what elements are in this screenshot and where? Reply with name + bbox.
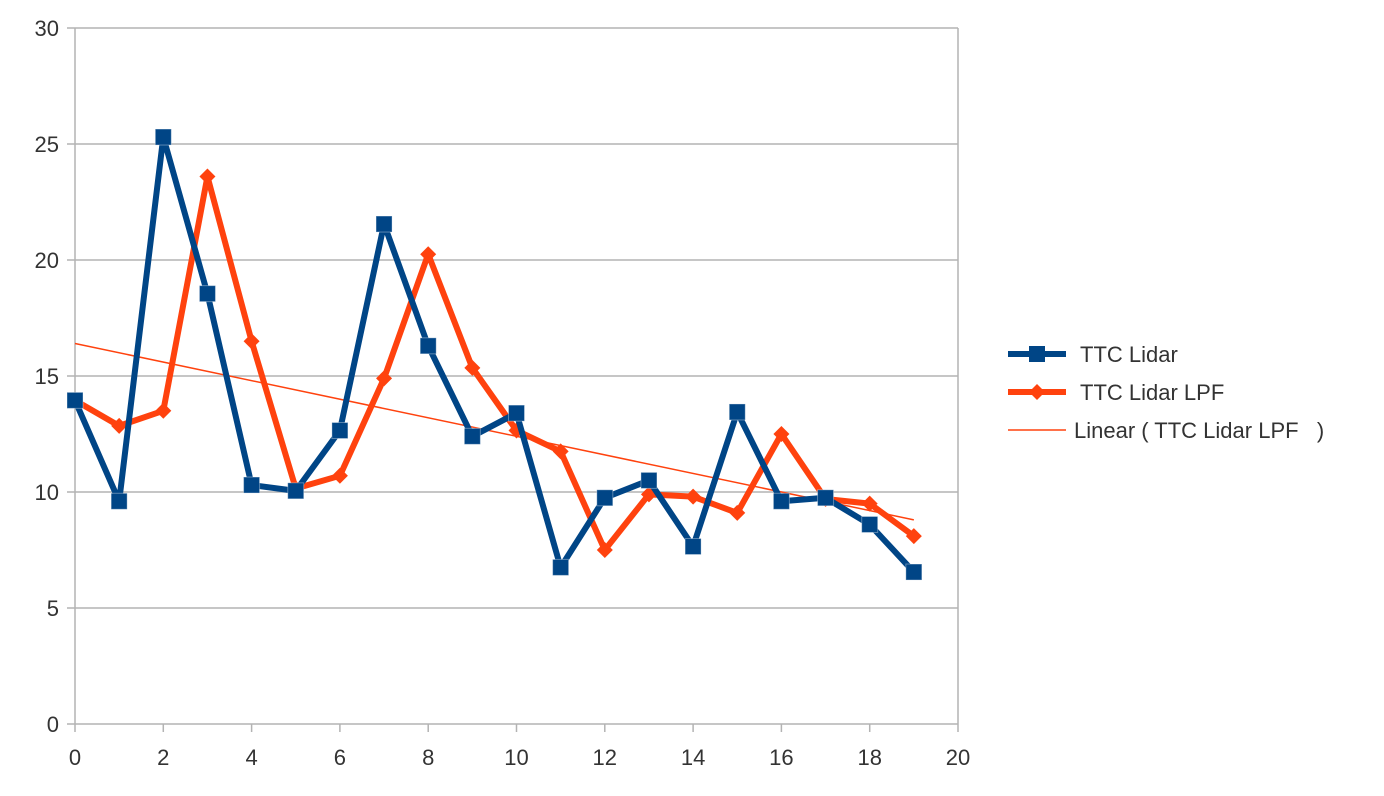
x-tick-label: 16 xyxy=(769,745,793,770)
data-point xyxy=(905,528,922,545)
gridlines xyxy=(75,27,959,724)
data-point xyxy=(508,404,525,422)
data-point xyxy=(419,337,437,355)
x-tick-label: 18 xyxy=(857,745,881,770)
data-point xyxy=(110,492,128,510)
tick-labels: 0 5 10 15 20 25 30 0 2 4 6 8 10 12 14 16 18 20 xyxy=(35,16,971,770)
y-tick-label: 25 xyxy=(35,132,59,157)
axes xyxy=(67,27,959,732)
y-tick-label: 15 xyxy=(35,364,59,389)
data-point xyxy=(728,403,746,421)
data-point xyxy=(243,476,261,494)
data-point xyxy=(331,422,349,440)
data-point xyxy=(773,426,790,442)
y-tick-label: 5 xyxy=(47,596,59,621)
data-point xyxy=(155,402,172,419)
data-point xyxy=(154,128,172,146)
x-tick-label: 12 xyxy=(593,745,617,770)
legend-label-ttc-lidar-lpf: TTC Lidar LPF xyxy=(1080,380,1224,405)
data-point xyxy=(684,538,702,556)
data-point xyxy=(640,471,658,489)
series-line-ttc-lidar xyxy=(72,134,917,575)
data-point xyxy=(463,427,481,445)
legend-marker-ttc-lidar-lpf xyxy=(1029,384,1045,400)
data-point xyxy=(596,489,614,507)
data-point xyxy=(420,246,437,263)
data-point xyxy=(552,443,569,460)
data-point xyxy=(772,492,790,510)
legend-marker-ttc-lidar xyxy=(1029,346,1045,362)
data-point xyxy=(464,359,481,376)
x-tick-label: 20 xyxy=(946,745,970,770)
data-point xyxy=(861,495,878,512)
y-tick-label: 10 xyxy=(35,480,59,505)
x-tick-label: 6 xyxy=(334,745,346,770)
x-tick-label: 4 xyxy=(245,745,257,770)
legend: TTC Lidar TTC Lidar LPF Linear ( TTC Lid… xyxy=(1008,342,1324,443)
data-point xyxy=(199,168,216,185)
series-line-ttc-lidar-lpf xyxy=(73,173,916,553)
x-tick-label: 14 xyxy=(681,745,705,770)
y-tick-label: 20 xyxy=(35,248,59,273)
data-point xyxy=(817,489,835,507)
data-point xyxy=(198,285,216,303)
legend-label-ttc-lidar: TTC Lidar xyxy=(1080,342,1178,367)
data-point xyxy=(685,488,702,505)
y-tick-label: 30 xyxy=(35,16,59,41)
data-point xyxy=(552,558,570,576)
data-point xyxy=(111,417,128,434)
data-point xyxy=(376,370,393,387)
series-ttc-lidar xyxy=(66,128,923,581)
data-point xyxy=(861,515,879,533)
series-layer xyxy=(66,128,923,581)
data-point xyxy=(905,563,923,581)
data-point xyxy=(729,504,746,521)
data-point xyxy=(66,391,84,409)
x-tick-label: 10 xyxy=(504,745,528,770)
legend-label-linear-trend: Linear ( TTC Lidar LPF ) xyxy=(1074,418,1324,443)
data-point xyxy=(375,215,393,233)
data-point xyxy=(331,467,348,484)
x-tick-label: 8 xyxy=(422,745,434,770)
x-tick-label: 0 xyxy=(69,745,81,770)
y-tick-label: 0 xyxy=(47,712,59,737)
data-point xyxy=(243,333,260,350)
data-point xyxy=(287,482,305,500)
data-point xyxy=(596,542,613,558)
x-tick-label: 2 xyxy=(157,745,169,770)
